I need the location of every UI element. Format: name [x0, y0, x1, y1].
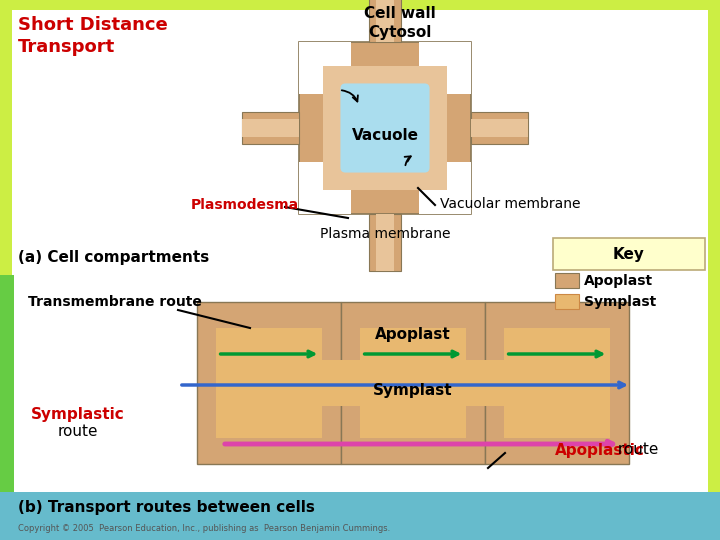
Text: Apoplast: Apoplast [584, 274, 653, 288]
Text: Key: Key [613, 246, 645, 261]
Bar [0, 275, 14, 530]
FancyBboxPatch shape [553, 238, 705, 270]
Bar [471, 112, 528, 144]
Bar [299, 42, 351, 93]
Bar [216, 328, 323, 438]
Bar [467, 360, 504, 406]
Text: Copyright © 2005  Pearson Education, Inc., publishing as  Pearson Benjamin Cummi: Copyright © 2005 Pearson Education, Inc.… [18, 524, 390, 533]
Bar [555, 294, 579, 309]
Bar [323, 360, 360, 406]
Bar [299, 163, 351, 214]
Text: Plasma membrane: Plasma membrane [320, 227, 450, 241]
Bar [419, 42, 471, 93]
Bar [419, 163, 471, 214]
Bar [341, 302, 485, 464]
Text: Vacuole: Vacuole [351, 129, 418, 144]
Text: Plasmodesma: Plasmodesma [191, 198, 299, 212]
Text: (a) Cell compartments: (a) Cell compartments [18, 250, 210, 265]
FancyBboxPatch shape [341, 84, 430, 173]
Bar [555, 273, 579, 288]
Bar [504, 328, 611, 438]
Bar [197, 302, 341, 464]
Text: Apoplast: Apoplast [375, 327, 451, 342]
Bar [242, 112, 299, 144]
Text: Symplastic: Symplastic [31, 408, 125, 422]
Text: Symplast: Symplast [584, 295, 656, 309]
Text: Transport: Transport [18, 38, 115, 56]
Text: route: route [58, 424, 98, 440]
Text: Vacuolar membrane: Vacuolar membrane [440, 197, 580, 211]
Text: Cell wall: Cell wall [364, 6, 436, 21]
Bar [242, 119, 299, 137]
Bar [376, 0, 394, 42]
Bar [471, 119, 528, 137]
Text: (b) Transport routes between cells: (b) Transport routes between cells [18, 500, 315, 515]
Bar [0, 492, 720, 540]
Bar [485, 302, 629, 464]
Bar [369, 0, 401, 42]
Bar [299, 42, 471, 214]
Text: Cytosol: Cytosol [369, 25, 432, 40]
Text: Symplast: Symplast [373, 382, 453, 397]
Bar [323, 66, 447, 190]
Bar [376, 214, 394, 271]
Bar [369, 214, 401, 271]
Text: route: route [613, 442, 658, 457]
Text: Apoplastic: Apoplastic [555, 442, 645, 457]
Text: Short Distance: Short Distance [18, 16, 168, 34]
Bar [360, 328, 467, 438]
Text: Transmembrane route: Transmembrane route [28, 295, 202, 309]
